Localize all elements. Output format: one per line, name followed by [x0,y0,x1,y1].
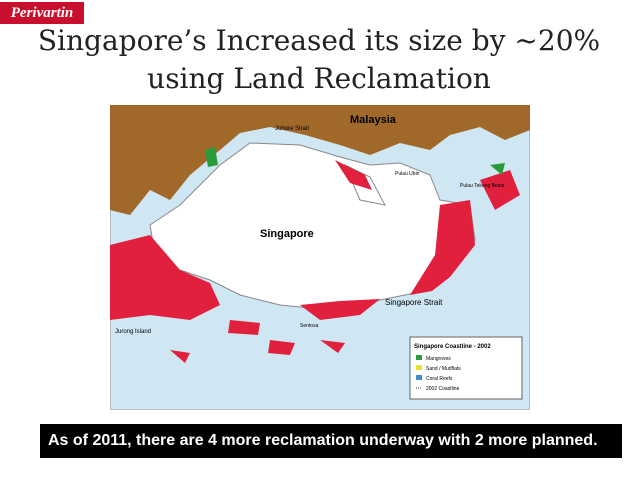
malaysia [110,105,530,215]
legend-label: 2002 Coastline [426,386,460,392]
legend-swatch [416,375,422,380]
title-line: Singapore’s Increased its size by ~20% [37,24,601,57]
logo: Perivartin [0,2,84,24]
reclamation [300,299,380,320]
reclamation [410,200,475,295]
legend [409,336,523,400]
map-label: Pulau Tekong Besar [460,183,505,189]
legend-label: Mangroves [426,356,451,362]
map-label: Jurong Island [115,329,151,335]
map-label: Pulau Ubin [395,171,420,177]
map-label: Singapore Strait [385,298,443,307]
title-line: using Land Reclamation [147,62,491,95]
caption: As of 2011, there are 4 more reclamation… [40,424,622,458]
map-label: Malaysia [350,114,397,126]
map-label: Singapore [260,228,314,240]
reclamation [335,160,372,190]
legend-swatch [416,365,422,370]
reclamation [170,320,345,363]
legend-title: Singapore Coastline - 2002 [414,344,491,350]
legend-swatch [416,355,422,360]
map: Malaysia Johore Strait Singapore Singapo… [110,105,530,410]
reclamation [110,235,220,320]
map-label: Sentosa [300,323,319,329]
legend-label: Sand / Mudflats [426,366,461,372]
legend-label: Coral Reefs [426,376,453,382]
reclamation [480,170,520,210]
map-label: Johore Strait [275,126,309,132]
